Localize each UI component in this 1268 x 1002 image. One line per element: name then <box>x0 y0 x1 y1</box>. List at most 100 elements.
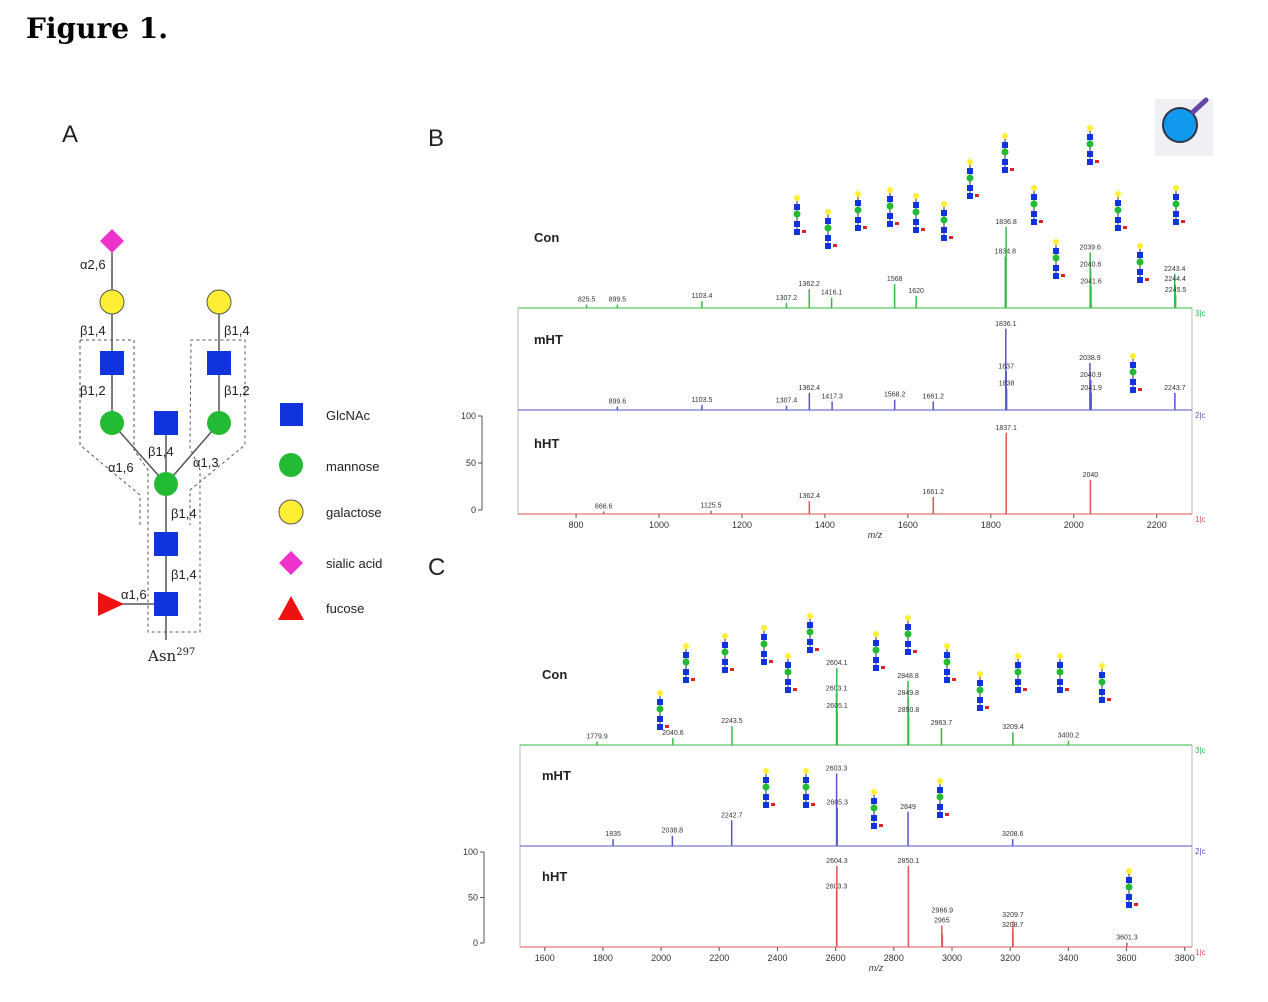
x-tick-label: 1600 <box>898 520 918 530</box>
peak-label: 1568.2 <box>884 392 906 399</box>
scan-label: 3|c <box>1195 309 1206 318</box>
peak-label: 2850.8 <box>898 707 920 714</box>
legend-label: galactose <box>326 505 382 520</box>
peak-label: 2243.5 <box>721 718 743 725</box>
reducing-end: Asn297 <box>147 647 195 665</box>
linkage-label: α2,6 <box>80 257 106 272</box>
peak-label: 1568 <box>887 276 903 283</box>
asn-position: 297 <box>176 647 195 658</box>
peak-label: 1307.4 <box>776 398 798 405</box>
x-tick-label: 2200 <box>709 953 729 963</box>
peak-label: 2039.6 <box>1080 244 1102 251</box>
linkage-label: β1,2 <box>80 383 106 398</box>
legend-label: GlcNAc <box>326 408 371 423</box>
peak-label: 2038.9 <box>1079 355 1101 362</box>
legend <box>278 403 304 620</box>
x-tick-label: 1800 <box>593 953 613 963</box>
x-tick-label: 3000 <box>942 953 962 963</box>
peak-label: 1836.8 <box>995 219 1017 226</box>
peak-label: 1835 <box>605 831 621 838</box>
peak-label: 866.6 <box>595 503 613 510</box>
x-tick-label: 3200 <box>1000 953 1020 963</box>
x-tick-label: 1400 <box>815 520 835 530</box>
peak-label: 1307.2 <box>776 295 798 302</box>
y-tick-label: 50 <box>468 893 478 903</box>
asn: Asn <box>147 647 177 665</box>
peak-label: 1103.4 <box>691 293 712 300</box>
peak-label: 2041.6 <box>1080 279 1102 286</box>
peak-label: 2242.7 <box>721 812 743 819</box>
x-axis-label: m/z <box>868 530 883 540</box>
peak-label: 3209.7 <box>1002 912 1024 919</box>
y-tick-label: 0 <box>471 505 476 515</box>
peak-label: 3400.2 <box>1058 733 1080 740</box>
figure-title: Figure 1. <box>26 12 168 45</box>
peak-label: 2850.1 <box>898 858 920 865</box>
x-tick-label: 2600 <box>826 953 846 963</box>
peak-label: 2849 <box>900 804 916 811</box>
peak-label: 1838 <box>999 381 1015 388</box>
peak-label: 2040.9 <box>1080 372 1102 379</box>
x-tick-label: 800 <box>569 520 584 530</box>
peak-label: 1125.5 <box>701 503 722 510</box>
peak-label: 1661.2 <box>923 489 945 496</box>
linkage-label: α1,6 <box>108 460 134 475</box>
peak-label: 2848.8 <box>897 673 919 680</box>
peak-label: 2963.7 <box>931 720 953 727</box>
y-tick-label: 50 <box>466 458 476 468</box>
y-tick-label: 0 <box>473 938 478 948</box>
peak-label: 2243.4 <box>1164 266 1186 273</box>
linkage-label: β1,4 <box>80 323 106 338</box>
panel-label: B <box>428 125 444 152</box>
glycan-residues <box>98 229 232 616</box>
trace-name: hHT <box>542 869 567 884</box>
trace-name: mHT <box>542 768 571 783</box>
peak-label: 2041.9 <box>1080 385 1102 392</box>
x-tick-label: 2200 <box>1147 520 1167 530</box>
peak-label: 1834.8 <box>995 249 1017 256</box>
peak-label: 3601.3 <box>1116 935 1138 942</box>
peak-label: 2605.3 <box>826 800 848 807</box>
x-tick-label: 1000 <box>649 520 669 530</box>
peak-label: 2849.8 <box>898 690 920 697</box>
x-tick-label: 1600 <box>535 953 555 963</box>
peak-label: 1417.3 <box>821 393 843 400</box>
trace-name: Con <box>534 230 559 245</box>
peak-label: 1779.9 <box>586 734 608 741</box>
x-tick-label: 3600 <box>1117 953 1137 963</box>
panel-label: C <box>428 554 445 581</box>
peak-label: 2245.5 <box>1165 287 1187 294</box>
y-tick-label: 100 <box>461 411 476 421</box>
peak-label: 2605.1 <box>826 703 848 710</box>
peak-label: 1362.2 <box>799 281 821 288</box>
x-tick-label: 3400 <box>1058 953 1078 963</box>
x-tick-label: 3800 <box>1175 953 1195 963</box>
peak-label: 2038.8 <box>662 828 684 835</box>
peak-label: 2040.6 <box>662 730 684 737</box>
linkage-label: β1,4 <box>224 323 250 338</box>
panel-label: A <box>62 121 78 148</box>
peak-label: 3208.6 <box>1002 831 1024 838</box>
peak-label: 2243.7 <box>1164 385 1186 392</box>
peak-label: 2604.3 <box>826 858 848 865</box>
peak-label: 2603.3 <box>826 765 848 772</box>
peak-label: 1620 <box>908 288 924 295</box>
peak-label: 1837 <box>998 364 1014 371</box>
peak-label: 3209.4 <box>1002 724 1024 731</box>
linkage-label: β1,4 <box>171 506 197 521</box>
glycan-icons <box>656 124 1186 909</box>
x-tick-label: 2800 <box>884 953 904 963</box>
peak-label: 1661.2 <box>923 393 945 400</box>
scan-label: 1|c <box>1195 948 1206 957</box>
zoom-icon[interactable] <box>1155 97 1213 156</box>
peak-label: 1362.4 <box>799 493 821 500</box>
x-tick-label: 2400 <box>767 953 787 963</box>
scan-label: 3|c <box>1195 746 1206 755</box>
peak-label: 2244.4 <box>1164 276 1186 283</box>
peak-label: 1362.4 <box>799 385 821 392</box>
peak-label: 2040 <box>1083 472 1099 479</box>
linkage-label: α1,3 <box>193 455 219 470</box>
peak-label: 2966.9 <box>932 908 954 915</box>
peak-label: 2040.6 <box>1080 262 1102 269</box>
